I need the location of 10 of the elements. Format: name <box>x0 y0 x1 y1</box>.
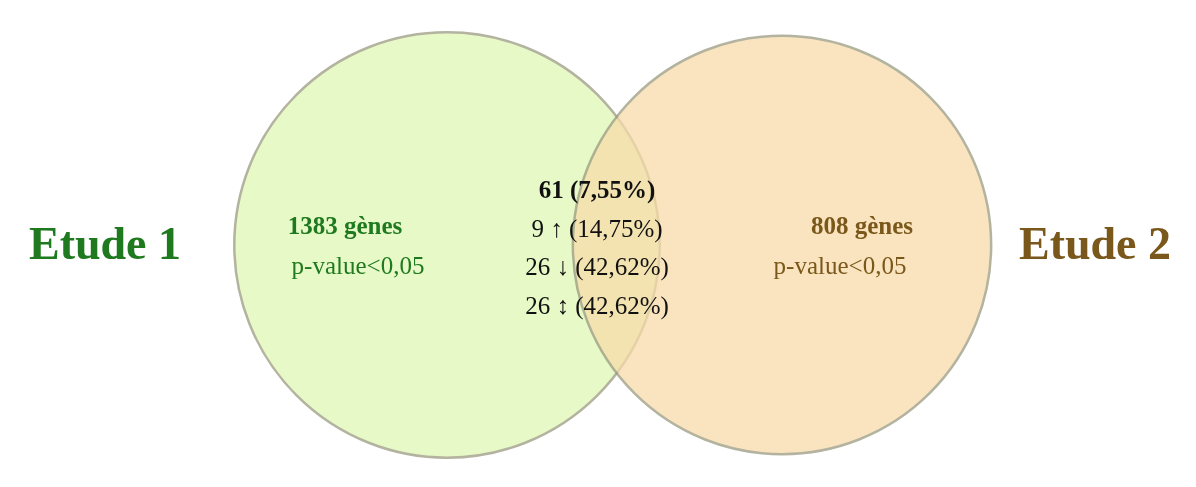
text: 26 ↓ (42,62%) <box>525 253 669 281</box>
text: 9 ↑ (14,75%) <box>531 214 663 243</box>
category-label: Etude 2 <box>1018 218 1172 269</box>
data-label: 808 gènes <box>810 212 914 239</box>
category-label: Etude 1 <box>28 218 182 269</box>
text: p-value<0,05 <box>773 252 907 279</box>
text: 61 (7,55%) <box>538 176 656 204</box>
text: p-value<0,05 <box>291 252 425 279</box>
data-label: 1383 gènes <box>287 212 403 239</box>
text: 26 ↕ (42,62%) <box>525 291 669 320</box>
